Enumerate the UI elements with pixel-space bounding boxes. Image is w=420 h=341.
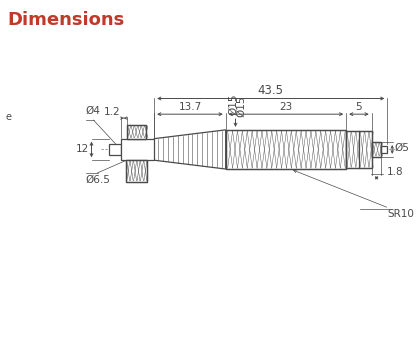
Text: Ø4: Ø4: [86, 106, 100, 116]
Bar: [381, 146, 387, 153]
Bar: [127, 125, 146, 139]
Text: 23: 23: [279, 102, 293, 112]
Text: 12: 12: [76, 145, 89, 154]
Bar: [226, 130, 346, 169]
Polygon shape: [154, 130, 226, 169]
Text: 13.7: 13.7: [178, 102, 202, 112]
Text: Ø15: Ø15: [236, 95, 247, 117]
Bar: [121, 139, 154, 160]
Text: SR10: SR10: [387, 209, 414, 219]
Text: Ø6.5: Ø6.5: [86, 175, 110, 185]
Bar: [372, 142, 381, 157]
Text: e: e: [5, 112, 11, 122]
Bar: [226, 130, 346, 169]
Text: 43.5: 43.5: [258, 84, 284, 97]
Bar: [346, 131, 372, 168]
Bar: [126, 160, 147, 182]
Text: 1.8: 1.8: [386, 167, 403, 177]
Bar: [346, 131, 372, 168]
Text: Ø5: Ø5: [394, 143, 409, 152]
Text: 1.2: 1.2: [104, 107, 121, 117]
Bar: [126, 160, 147, 182]
Bar: [127, 125, 146, 139]
Text: Dimensions: Dimensions: [7, 11, 124, 29]
Text: Ø15: Ø15: [228, 94, 239, 115]
Text: 5: 5: [356, 102, 362, 112]
Bar: [372, 142, 381, 157]
Bar: [109, 144, 121, 155]
